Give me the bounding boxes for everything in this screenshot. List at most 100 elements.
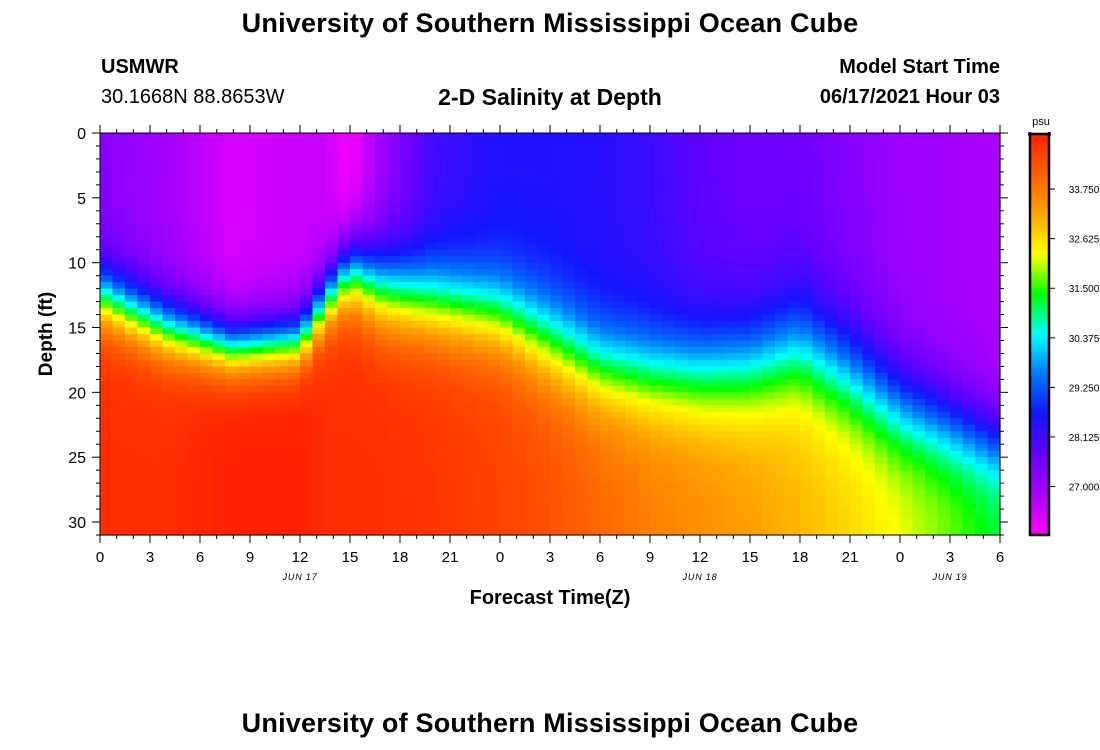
heatmap-cell: [637, 366, 651, 374]
heatmap-cell: [325, 457, 339, 465]
heatmap-cell: [575, 418, 589, 426]
heatmap-cell: [425, 372, 439, 380]
heatmap-cell: [687, 217, 701, 225]
heatmap-cell: [637, 424, 651, 432]
heatmap-cell: [150, 327, 164, 335]
heatmap-cell: [437, 528, 451, 536]
heatmap-cell: [237, 379, 251, 387]
heatmap-cell: [450, 133, 464, 141]
heatmap-cell: [350, 405, 364, 413]
heatmap-cell: [950, 171, 964, 179]
heatmap-cell: [287, 171, 301, 179]
heatmap-cell: [475, 217, 489, 225]
heatmap-cell: [612, 398, 626, 406]
heatmap-cell: [562, 470, 576, 478]
heatmap-cell: [512, 275, 526, 283]
heatmap-cell: [325, 353, 339, 361]
colorbar-cell: [1030, 327, 1049, 332]
heatmap-cell: [900, 476, 914, 484]
heatmap-cell: [687, 249, 701, 257]
heatmap-cell: [287, 522, 301, 530]
heatmap-cell: [500, 489, 514, 497]
heatmap-cell: [412, 243, 426, 251]
heatmap-cell: [300, 334, 314, 342]
heatmap-cell: [462, 372, 476, 380]
heatmap-cell: [300, 431, 314, 439]
heatmap-cell: [887, 282, 901, 290]
heatmap-cell: [850, 243, 864, 251]
heatmap-cell: [737, 171, 751, 179]
heatmap-cell: [500, 379, 514, 387]
heatmap-cell: [100, 217, 114, 225]
heatmap-cell: [337, 522, 351, 530]
heatmap-cell: [975, 321, 989, 329]
heatmap-cell: [500, 230, 514, 238]
heatmap-cell: [837, 204, 851, 212]
heatmap-cell: [475, 295, 489, 303]
heatmap-cell: [800, 314, 814, 322]
heatmap-cell: [387, 372, 401, 380]
heatmap-cell: [425, 139, 439, 147]
heatmap-cell: [112, 236, 126, 244]
heatmap-cell: [937, 308, 951, 316]
heatmap-cell: [187, 405, 201, 413]
heatmap-cell: [275, 249, 289, 257]
heatmap-cell: [575, 450, 589, 458]
heatmap-cell: [387, 483, 401, 491]
heatmap-cell: [412, 288, 426, 296]
heatmap-cell: [225, 171, 239, 179]
heatmap-cell: [912, 314, 926, 322]
heatmap-cell: [387, 314, 401, 322]
heatmap-cell: [462, 236, 476, 244]
heatmap-cell: [100, 210, 114, 218]
heatmap-cell: [562, 496, 576, 504]
heatmap-cell: [462, 269, 476, 277]
heatmap-cell: [900, 489, 914, 497]
heatmap-cell: [125, 210, 139, 218]
heatmap-cell: [175, 424, 189, 432]
heatmap-cell: [837, 502, 851, 510]
heatmap-cell: [500, 392, 514, 400]
heatmap-cell: [637, 236, 651, 244]
heatmap-cell: [750, 256, 764, 264]
heatmap-cell: [100, 392, 114, 400]
heatmap-cell: [337, 450, 351, 458]
heatmap-cell: [550, 359, 564, 368]
colorbar-cell: [1030, 257, 1049, 262]
heatmap-cell: [612, 210, 626, 218]
colorbar-cell: [1030, 474, 1049, 479]
heatmap-cell: [912, 366, 926, 374]
heatmap-cell: [587, 191, 601, 199]
heatmap-cell: [512, 133, 526, 141]
heatmap-cell: [100, 385, 114, 393]
heatmap-cell: [262, 184, 276, 192]
heatmap-cell: [200, 528, 214, 536]
heatmap-cell: [275, 463, 289, 471]
heatmap-cell: [387, 275, 401, 283]
heatmap-cell: [450, 308, 464, 316]
heatmap-cell: [950, 431, 964, 439]
heatmap-cell: [750, 191, 764, 199]
heatmap-cell: [437, 210, 451, 218]
heatmap-cell: [700, 295, 714, 303]
heatmap-cell: [762, 418, 776, 426]
heatmap-cell: [150, 210, 164, 218]
heatmap-cell: [987, 217, 1001, 225]
heatmap-cell: [312, 424, 326, 432]
heatmap-cell: [612, 314, 626, 322]
heatmap-cell: [825, 139, 839, 147]
heatmap-cell: [637, 308, 651, 316]
heatmap-cell: [937, 295, 951, 303]
heatmap-cell: [975, 314, 989, 322]
heatmap-cell: [350, 282, 364, 290]
heatmap-cell: [962, 405, 976, 413]
heatmap-cell: [275, 379, 289, 387]
heatmap-cell: [100, 230, 114, 238]
heatmap-cell: [887, 418, 901, 426]
heatmap-cell: [987, 178, 1001, 186]
colorbar-cell: [1030, 387, 1049, 392]
heatmap-cell: [825, 178, 839, 186]
heatmap-cell: [412, 133, 426, 141]
heatmap-cell: [962, 275, 976, 283]
heatmap-cell: [562, 295, 576, 303]
